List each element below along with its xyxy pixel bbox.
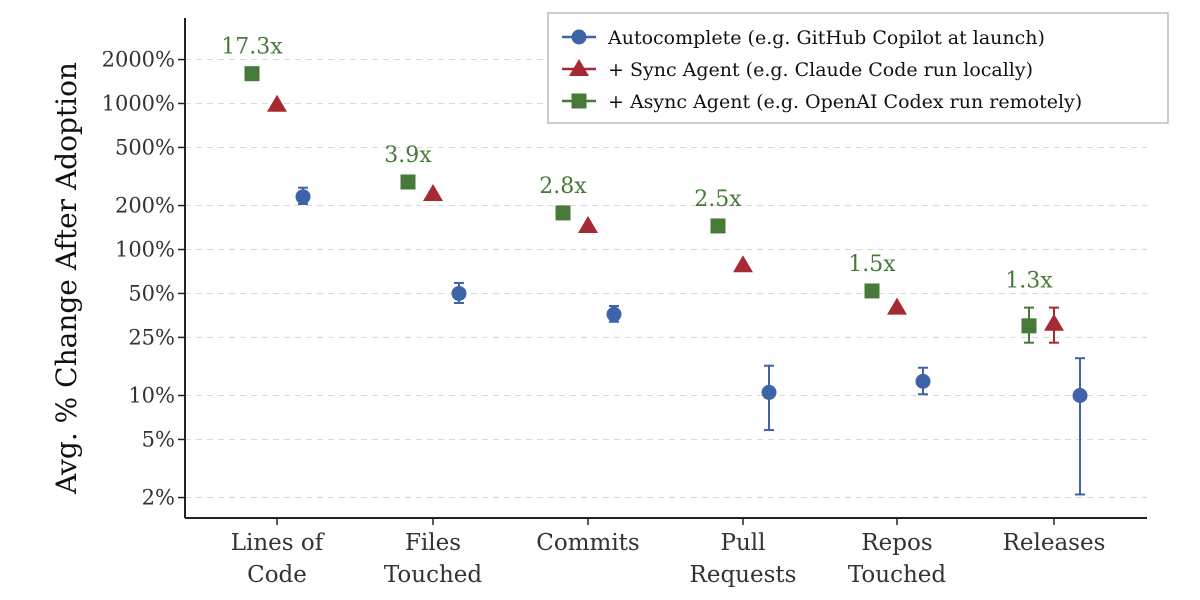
data-point-sync-agent	[1044, 313, 1064, 331]
y-tick-label: 200%	[115, 194, 175, 218]
data-point-autocomplete	[295, 189, 311, 205]
legend-box	[547, 12, 1169, 124]
legend-marker	[571, 29, 587, 45]
x-tick-label: Releases	[1003, 530, 1106, 556]
data-point-async-agent	[244, 66, 260, 82]
x-tick-label: Commits	[536, 530, 639, 556]
ratio-annotation: 3.9x	[384, 143, 432, 168]
y-tick-label: 1000%	[102, 92, 175, 116]
data-point-sync-agent	[423, 183, 443, 201]
y-axis-title: Avg. % Change After Adoption	[50, 62, 83, 495]
legend-marker	[569, 59, 589, 76]
x-tick-label: Pull Requests	[690, 530, 797, 588]
data-point-sync-agent	[267, 94, 287, 112]
y-tick-label: 500%	[115, 135, 175, 159]
data-point-async-agent	[555, 205, 571, 221]
y-tick-label: 25%	[128, 325, 175, 349]
x-tick-label: Lines of Code	[231, 530, 325, 588]
data-point-autocomplete	[1072, 388, 1088, 403]
y-tick-label: 2%	[142, 486, 175, 510]
x-tick-label-line: Pull	[720, 530, 765, 556]
x-tick-label-line: Code	[247, 562, 307, 588]
series-async-agent	[244, 66, 1037, 344]
data-point-async-agent	[400, 174, 416, 190]
x-tick-label-line: Requests	[690, 562, 797, 588]
x-tick-label-line: Commits	[536, 530, 639, 556]
x-axis: Lines of Code Files Touched Commits Pull Reque…	[231, 518, 1106, 588]
ratio-annotations: 17.3x 3.9x 2.8x 2.5x 1.5x 1.3x	[221, 35, 1053, 294]
x-tick-label: Files Touched	[384, 530, 483, 588]
ratio-annotation: 2.8x	[539, 174, 587, 199]
ratio-annotation: 2.5x	[694, 187, 742, 212]
x-tick-label-line: Touched	[848, 562, 947, 588]
x-tick-label-line: Touched	[384, 562, 483, 588]
data-point-sync-agent	[887, 297, 907, 315]
x-tick-label-line: Releases	[1003, 530, 1106, 556]
data-point-autocomplete	[915, 373, 931, 389]
legend-marker	[571, 93, 587, 109]
legend-label: + Sync Agent (e.g. Claude Code run local…	[608, 59, 1033, 81]
y-tick-label: 5%	[142, 427, 175, 451]
x-tick-label-line: Lines of	[231, 530, 325, 556]
ratio-annotation: 17.3x	[221, 35, 283, 60]
y-tick-label: 2000%	[102, 48, 175, 72]
data-point-async-agent	[710, 218, 726, 234]
series-autocomplete	[295, 186, 1088, 496]
gridlines	[185, 59, 1147, 499]
legend-label: Autocomplete (e.g. GitHub Copilot at lau…	[607, 27, 1045, 49]
data-point-async-agent	[864, 283, 880, 299]
data-point-autocomplete	[451, 285, 467, 301]
data-point-async-agent	[1021, 318, 1037, 334]
series-sync-agent	[267, 94, 1064, 344]
data-point-sync-agent	[578, 215, 598, 233]
data-point-sync-agent	[733, 255, 753, 273]
x-tick-label-line: Files	[405, 530, 461, 556]
data-point-autocomplete	[761, 384, 777, 400]
ratio-annotation: 1.5x	[848, 252, 896, 277]
x-tick-label-line: Repos	[861, 530, 932, 556]
data-point-autocomplete	[606, 306, 622, 322]
legend-label: + Async Agent (e.g. OpenAI Codex run rem…	[608, 91, 1082, 113]
x-tick-label: Repos Touched	[848, 530, 947, 588]
y-tick-label: 10%	[128, 384, 175, 408]
ratio-annotation: 1.3x	[1005, 269, 1053, 294]
y-axis: 2% 5% 10% 25% 50% 100% 200% 500% 1000% 2000%	[102, 48, 185, 510]
legend: Autocomplete (e.g. GitHub Copilot at lau…	[547, 12, 1169, 124]
y-tick-label: 100%	[115, 238, 175, 262]
y-tick-label: 50%	[128, 281, 175, 305]
